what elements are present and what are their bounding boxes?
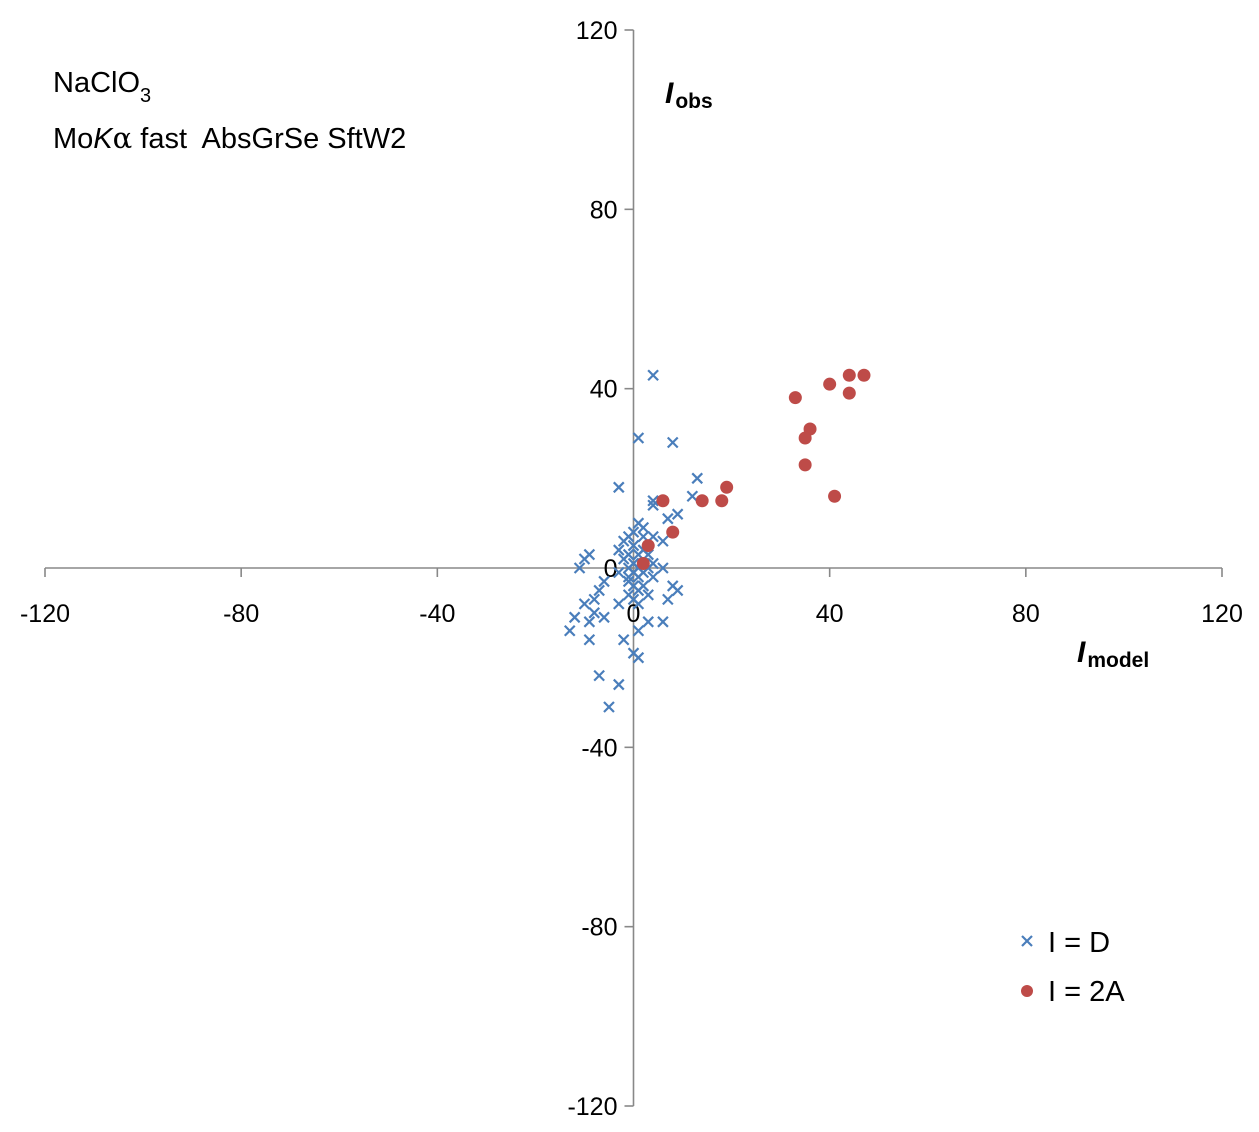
legend-label-d: I = D	[1048, 927, 1110, 959]
data-point-d	[593, 669, 605, 682]
data-point-d	[598, 575, 610, 588]
data-point-d	[632, 584, 645, 597]
chart-title-line-2: MoKα fast AbsGrSe SftW2	[53, 121, 406, 155]
y-tick-label: 120	[576, 17, 618, 45]
chart-title-k: K	[93, 123, 114, 155]
data-point-d	[588, 607, 601, 619]
data-point-d	[578, 553, 591, 565]
data-point-d	[686, 490, 699, 503]
chart-title-subscript: 3	[140, 85, 151, 107]
data-point-d	[632, 651, 645, 664]
legend-marker-2a	[1021, 985, 1033, 997]
x-axis-title: Imodel	[1077, 636, 1149, 672]
data-point-d	[593, 584, 605, 597]
chart-title-line-1: NaClO3	[53, 67, 151, 107]
data-point-d	[617, 535, 630, 547]
data-point-d	[613, 598, 625, 610]
data-point-2a	[828, 489, 842, 503]
data-point-d	[578, 598, 591, 610]
data-point-2a	[788, 391, 802, 405]
data-point-2a	[666, 525, 680, 539]
chart-title-mo: Mo	[53, 123, 93, 155]
data-point-d	[613, 678, 625, 691]
data-point-d	[613, 544, 625, 556]
series-d	[563, 369, 704, 713]
x-tick-label: -80	[223, 600, 259, 628]
legend-label-2a: I = 2A	[1048, 976, 1125, 1008]
data-point-d	[632, 571, 645, 583]
data-point-d	[622, 571, 635, 583]
data-point-d	[647, 369, 659, 381]
data-point-d	[647, 499, 659, 512]
data-point-d	[632, 598, 645, 610]
x-tick-label: -40	[419, 600, 455, 628]
x-tick-label: -120	[20, 600, 70, 628]
data-point-d	[568, 611, 581, 624]
data-point-2a	[715, 494, 729, 508]
data-point-d	[671, 584, 684, 597]
data-point-d	[647, 494, 659, 507]
data-point-d	[583, 616, 596, 628]
x-tick-label: 80	[1012, 600, 1040, 628]
data-point-d	[588, 593, 601, 606]
data-point-d	[647, 571, 659, 583]
data-point-d	[617, 553, 630, 565]
x-axis-title-main: I	[1077, 636, 1086, 669]
y-tick-label: -120	[567, 1093, 617, 1121]
data-point-d	[563, 624, 576, 637]
data-point-2a	[695, 494, 709, 508]
y-axis-title-main: I	[665, 77, 674, 110]
x-tick-label: 0	[627, 600, 641, 628]
data-point-d	[662, 512, 674, 525]
data-point-2a	[857, 368, 871, 382]
x-tick-label: 40	[816, 600, 844, 628]
data-point-d	[691, 472, 704, 485]
y-axis-title-sub: obs	[675, 90, 712, 113]
data-point-d	[642, 616, 654, 628]
data-point-d	[573, 562, 586, 574]
data-point-2a	[823, 377, 837, 391]
data-point-d	[657, 535, 669, 547]
data-point-2a	[636, 557, 650, 571]
data-point-d	[662, 593, 674, 606]
data-point-d	[657, 562, 669, 574]
data-point-2a	[720, 480, 734, 494]
y-tick-label: -40	[581, 734, 617, 762]
data-point-d	[666, 436, 679, 449]
y-tick-label: 80	[590, 196, 618, 224]
data-point-d	[613, 481, 625, 494]
data-point-2a	[656, 494, 670, 508]
data-point-2a	[842, 386, 856, 400]
legend-marker-d	[1021, 935, 1033, 947]
series-2a	[636, 368, 871, 571]
chart-title-compound: NaClO	[53, 67, 140, 99]
data-point-2a	[842, 368, 856, 382]
data-point-d	[632, 432, 645, 444]
data-point-d	[613, 566, 625, 579]
chart-title-rest: fast AbsGrSe SftW2	[132, 123, 406, 155]
data-point-d	[583, 633, 596, 646]
y-axis-title: Iobs	[665, 77, 713, 113]
data-point-d	[657, 616, 669, 628]
data-point-2a	[641, 539, 655, 553]
legend: I = D I = 2A	[1021, 927, 1125, 1008]
data-points	[563, 368, 871, 713]
x-tick-label: 120	[1201, 600, 1243, 628]
data-point-d	[603, 701, 615, 713]
data-point-d	[642, 589, 654, 601]
data-point-d	[637, 521, 650, 534]
x-axis-title-sub: model	[1087, 649, 1149, 672]
data-point-2a	[798, 458, 812, 472]
chart-title-alpha: α	[113, 121, 133, 155]
data-point-d	[617, 633, 630, 646]
data-point-d	[627, 539, 640, 552]
data-point-2a	[798, 431, 812, 445]
y-tick-label: -80	[581, 914, 617, 942]
y-tick-label: 40	[590, 376, 618, 404]
data-point-d	[598, 611, 610, 624]
data-point-d	[632, 624, 645, 637]
data-point-d	[671, 508, 684, 520]
